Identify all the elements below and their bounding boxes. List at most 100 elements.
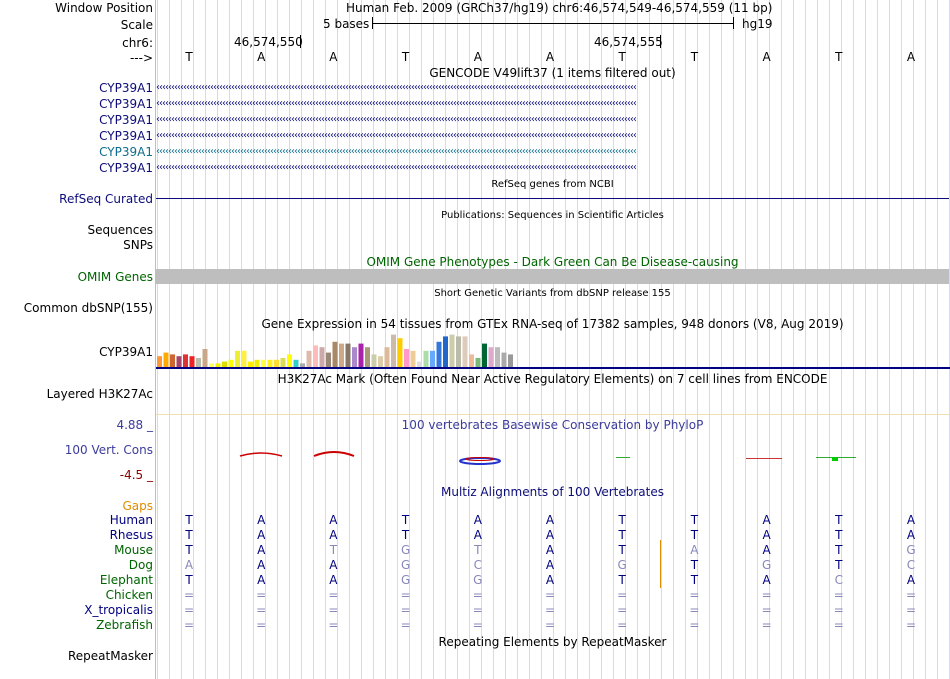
- gtex-bar[interactable]: [189, 356, 195, 367]
- window-position-label[interactable]: Window Position: [55, 1, 153, 15]
- omim-label[interactable]: OMIM Genes: [77, 270, 153, 284]
- refseq-gene-line[interactable]: [156, 198, 949, 199]
- gtex-bar[interactable]: [475, 358, 481, 367]
- dbsnp-label[interactable]: Common dbSNP(155): [23, 301, 153, 315]
- species-label[interactable]: Dog: [128, 558, 153, 572]
- gencode-item-label[interactable]: CYP39A1: [99, 129, 153, 143]
- gtex-bar[interactable]: [267, 359, 273, 367]
- gtex-bar[interactable]: [378, 356, 383, 367]
- gencode-feature[interactable]: ‹‹‹‹‹‹‹‹‹‹‹‹‹‹‹‹‹‹‹‹‹‹‹‹‹‹‹‹‹‹‹‹‹‹‹‹‹‹‹‹…: [156, 98, 637, 109]
- species-label[interactable]: Zebrafish: [96, 618, 153, 632]
- gtex-bar[interactable]: [417, 361, 422, 367]
- gtex-bar[interactable]: [345, 343, 351, 367]
- gtex-bar[interactable]: [170, 354, 175, 367]
- species-label[interactable]: Human: [109, 513, 153, 527]
- gencode-feature[interactable]: ‹‹‹‹‹‹‹‹‹‹‹‹‹‹‹‹‹‹‹‹‹‹‹‹‹‹‹‹‹‹‹‹‹‹‹‹‹‹‹‹…: [156, 162, 637, 173]
- gtex-label[interactable]: CYP39A1: [99, 345, 153, 359]
- gtex-bar[interactable]: [410, 350, 416, 367]
- gtex-bar[interactable]: [287, 354, 292, 367]
- gtex-bar[interactable]: [443, 336, 448, 367]
- gtex-bar[interactable]: [436, 341, 442, 367]
- gtex-bar[interactable]: [222, 361, 227, 367]
- species-label[interactable]: Chicken: [105, 588, 153, 602]
- h3k27-label[interactable]: Layered H3K27Ac: [46, 387, 153, 401]
- gtex-bar[interactable]: [306, 350, 312, 367]
- gencode-feature[interactable]: ‹‹‹‹‹‹‹‹‹‹‹‹‹‹‹‹‹‹‹‹‹‹‹‹‹‹‹‹‹‹‹‹‹‹‹‹‹‹‹‹…: [156, 82, 637, 93]
- alignment-base: C: [473, 558, 482, 572]
- gtex-bar[interactable]: [300, 363, 305, 367]
- gtex-bar[interactable]: [456, 336, 461, 367]
- gtex-bar[interactable]: [209, 363, 214, 367]
- gtex-bar[interactable]: [449, 334, 455, 367]
- species-label[interactable]: Rhesus: [109, 528, 153, 542]
- repeatmasker-label[interactable]: RepeatMasker: [67, 649, 153, 663]
- gtex-bar[interactable]: [248, 361, 253, 367]
- gtex-bar[interactable]: [332, 341, 338, 367]
- gencode-item-label[interactable]: CYP39A1: [99, 81, 153, 95]
- alignment-base: A: [257, 573, 266, 587]
- strand-label[interactable]: --->: [129, 51, 153, 65]
- gtex-bar[interactable]: [196, 358, 201, 367]
- gencode-item-label[interactable]: CYP39A1: [99, 145, 153, 159]
- phylop-label[interactable]: 100 Vert. Cons: [64, 443, 153, 457]
- gtex-bar[interactable]: [358, 343, 364, 367]
- gtex-bar[interactable]: [261, 359, 266, 367]
- gencode-item-label[interactable]: CYP39A1: [99, 113, 153, 127]
- gaps-label[interactable]: Gaps: [122, 499, 153, 513]
- gencode-item-label[interactable]: CYP39A1: [99, 161, 153, 175]
- chrom-label[interactable]: chr6:: [122, 36, 153, 50]
- gtex-bar[interactable]: [254, 359, 260, 367]
- scale-label[interactable]: Scale: [120, 18, 153, 32]
- gtex-bar[interactable]: [495, 347, 500, 367]
- gtex-bar[interactable]: [241, 350, 247, 367]
- gtex-bar[interactable]: [391, 334, 396, 367]
- refseq-label[interactable]: RefSeq Curated: [59, 192, 153, 206]
- gtex-bar[interactable]: [280, 358, 286, 367]
- gtex-bar[interactable]: [215, 363, 221, 367]
- species-label[interactable]: Elephant: [99, 573, 153, 587]
- gtex-bar[interactable]: [163, 352, 169, 367]
- alignment-base: =: [617, 588, 628, 602]
- gtex-bar[interactable]: [352, 347, 357, 367]
- gtex-bar[interactable]: [508, 354, 513, 367]
- gtex-bar[interactable]: [202, 349, 208, 367]
- gtex-bar[interactable]: [404, 349, 409, 367]
- gtex-bar[interactable]: [365, 347, 370, 367]
- gtex-bar[interactable]: [176, 356, 182, 367]
- gtex-bar[interactable]: [462, 336, 468, 367]
- gtex-bar[interactable]: [293, 359, 299, 367]
- gtex-bar[interactable]: [228, 359, 234, 367]
- gtex-bar[interactable]: [488, 347, 494, 367]
- gtex-barchart[interactable]: [156, 330, 950, 370]
- alignment-base: =: [256, 603, 267, 617]
- species-label[interactable]: X_tropicalis: [84, 603, 153, 617]
- alignment-base: =: [183, 618, 195, 632]
- gtex-bar[interactable]: [183, 354, 188, 367]
- gencode-feature[interactable]: ‹‹‹‹‹‹‹‹‹‹‹‹‹‹‹‹‹‹‹‹‹‹‹‹‹‹‹‹‹‹‹‹‹‹‹‹‹‹‹‹…: [156, 114, 637, 125]
- snps-label[interactable]: SNPs: [123, 238, 153, 252]
- gtex-bar[interactable]: [326, 352, 331, 367]
- gtex-bar[interactable]: [339, 343, 344, 367]
- multiz-track-title: Multiz Alignments of 100 Vertebrates: [440, 485, 665, 499]
- gtex-bar[interactable]: [469, 354, 474, 367]
- gtex-bar[interactable]: [235, 350, 240, 367]
- gencode-feature[interactable]: ‹‹‹‹‹‹‹‹‹‹‹‹‹‹‹‹‹‹‹‹‹‹‹‹‹‹‹‹‹‹‹‹‹‹‹‹‹‹‹‹…: [156, 130, 637, 141]
- gtex-bar[interactable]: [397, 338, 403, 367]
- gtex-bar[interactable]: [157, 356, 162, 367]
- gtex-bar[interactable]: [482, 343, 487, 367]
- phylop-plot[interactable]: [156, 440, 950, 470]
- gencode-feature[interactable]: ‹‹‹‹‹‹‹‹‹‹‹‹‹‹‹‹‹‹‹‹‹‹‹‹‹‹‹‹‹‹‹‹‹‹‹‹‹‹‹‹…: [156, 146, 637, 157]
- gtex-bar[interactable]: [501, 352, 507, 367]
- alignment-base: A: [257, 513, 266, 527]
- gtex-bar[interactable]: [423, 350, 429, 367]
- gtex-bar[interactable]: [319, 347, 325, 367]
- gtex-bar[interactable]: [430, 350, 435, 367]
- species-label[interactable]: Mouse: [114, 543, 153, 557]
- gencode-item-label[interactable]: CYP39A1: [99, 97, 153, 111]
- gtex-bar[interactable]: [371, 354, 377, 367]
- gtex-bar[interactable]: [384, 347, 390, 367]
- sequences-label[interactable]: Sequences: [87, 223, 153, 237]
- gtex-bar[interactable]: [313, 345, 318, 367]
- omim-gene-bar[interactable]: [156, 269, 949, 284]
- gtex-bar[interactable]: [274, 359, 279, 367]
